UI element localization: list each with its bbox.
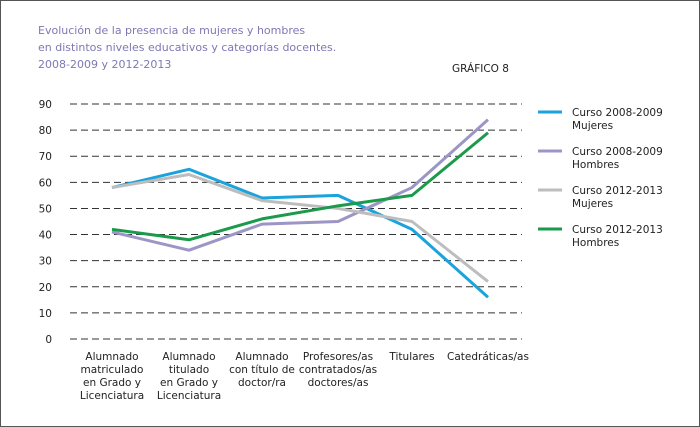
x-tick-label: Profesores/as [303, 351, 373, 363]
x-tick-label: Licenciatura [157, 390, 221, 402]
y-tick-label: 80 [39, 125, 52, 137]
x-tick-label: contratados/as [299, 364, 377, 376]
legend-label: Mujeres [572, 198, 613, 210]
y-tick-label: 90 [39, 99, 52, 111]
x-tick-label: en Grado y [83, 377, 141, 389]
y-tick-label: 50 [39, 203, 52, 215]
x-tick-label: Licenciatura [80, 390, 144, 402]
x-tick-label: Alumnado [85, 351, 138, 363]
x-tick-label: matriculado [81, 364, 144, 376]
y-tick-label: 20 [39, 282, 52, 294]
legend-label: Curso 2008-2009 [572, 146, 663, 158]
series-line [111, 118, 489, 252]
legend-label: Hombres [572, 159, 619, 171]
x-tick-label: Catedráticas/as [447, 351, 529, 363]
chart-title: en distintos niveles educativos y catego… [38, 41, 336, 54]
y-tick-label: 0 [45, 334, 52, 346]
chart-label: GRÁFICO 8 [452, 62, 509, 75]
series-line [111, 131, 489, 242]
series-line [111, 167, 489, 299]
x-tick-label: Alumnado [162, 351, 215, 363]
legend-label: Curso 2012-2013 [572, 224, 663, 236]
legend-label: Hombres [572, 237, 619, 249]
series-line [111, 173, 489, 283]
x-tick-label: doctor/ra [238, 377, 286, 389]
legend-label: Curso 2008-2009 [572, 107, 663, 119]
y-tick-label: 60 [39, 177, 52, 189]
x-tick-label: Alumnado [235, 351, 288, 363]
y-tick-label: 40 [39, 230, 52, 242]
chart-title: Evolución de la presencia de mujeres y h… [38, 24, 305, 37]
y-tick-label: 70 [39, 151, 52, 163]
x-tick-label: Titulares [388, 351, 434, 363]
x-tick-label: doctores/as [308, 377, 369, 389]
legend-label: Mujeres [572, 120, 613, 132]
chart-title: 2008-2009 y 2012-2013 [38, 58, 171, 71]
x-tick-label: con título de [229, 364, 295, 376]
y-tick-label: 10 [39, 308, 52, 320]
x-tick-label: titulado [169, 364, 209, 376]
x-tick-label: en Grado y [160, 377, 218, 389]
legend-label: Curso 2012-2013 [572, 185, 663, 197]
y-tick-label: 30 [39, 256, 52, 268]
